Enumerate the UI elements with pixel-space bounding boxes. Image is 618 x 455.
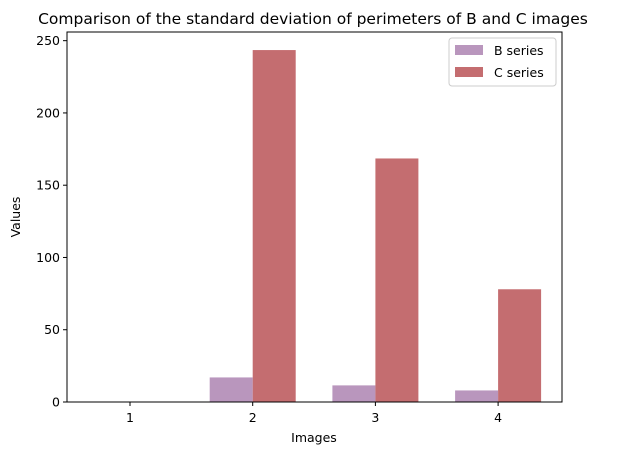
- y-tick-label: 200: [36, 105, 60, 120]
- legend: B series C series: [448, 37, 557, 87]
- bars: [209, 50, 542, 402]
- y-tick-label: 100: [36, 250, 60, 265]
- x-tick-label: 4: [494, 410, 502, 425]
- chart-title: Comparison of the standard deviation of …: [38, 10, 588, 28]
- bar-c-series-4: [498, 289, 542, 402]
- y-tick-label: 50: [44, 322, 60, 337]
- bar-c-series-3: [375, 158, 419, 402]
- y-tick-label: 250: [36, 33, 60, 48]
- y-tick-label: 0: [52, 395, 60, 410]
- y-axis: 0 50 100 150 200 250: [36, 33, 67, 410]
- bar-b-series-3: [332, 385, 376, 402]
- bar-b-series-2: [209, 377, 253, 402]
- legend-swatch-b-series: [455, 45, 483, 55]
- x-tick-label: 3: [371, 410, 379, 425]
- bar-b-series-4: [455, 390, 499, 402]
- legend-swatch-c-series: [455, 67, 483, 77]
- plot-frame: [66, 31, 563, 403]
- legend-label-b-series: B series: [494, 43, 544, 58]
- x-tick-label: 2: [249, 410, 257, 425]
- bar-c-series-2: [252, 50, 296, 402]
- y-axis-label: Values: [8, 197, 23, 238]
- x-tick-label: 1: [126, 410, 134, 425]
- x-axis: 1 2 3 4: [126, 402, 502, 425]
- y-tick-label: 150: [36, 178, 60, 193]
- legend-label-c-series: C series: [494, 65, 544, 80]
- x-axis-label: Images: [291, 430, 337, 445]
